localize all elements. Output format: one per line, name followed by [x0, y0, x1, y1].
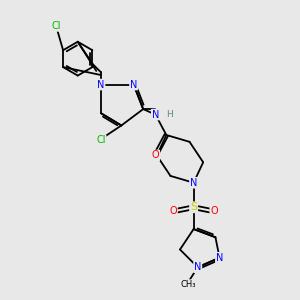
Text: O: O — [152, 151, 159, 160]
Text: Cl: Cl — [96, 136, 106, 146]
Text: N: N — [130, 80, 137, 90]
Text: N: N — [194, 262, 201, 272]
Text: N: N — [152, 110, 159, 120]
Text: Cl: Cl — [52, 21, 61, 31]
Text: N: N — [190, 178, 197, 188]
Text: O: O — [169, 206, 177, 216]
Text: S: S — [190, 202, 197, 212]
Text: CH₃: CH₃ — [180, 280, 196, 289]
Text: N: N — [97, 80, 105, 90]
Text: N: N — [216, 253, 223, 263]
Text: O: O — [210, 206, 218, 216]
Text: H: H — [166, 110, 173, 119]
